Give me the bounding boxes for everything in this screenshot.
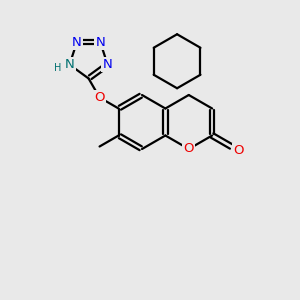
- Text: O: O: [94, 91, 105, 104]
- Text: N: N: [103, 58, 112, 71]
- Text: N: N: [65, 58, 74, 71]
- Text: N: N: [95, 36, 105, 49]
- Text: O: O: [184, 142, 194, 155]
- Text: H: H: [54, 63, 62, 73]
- Text: N: N: [72, 36, 82, 49]
- Text: O: O: [234, 145, 244, 158]
